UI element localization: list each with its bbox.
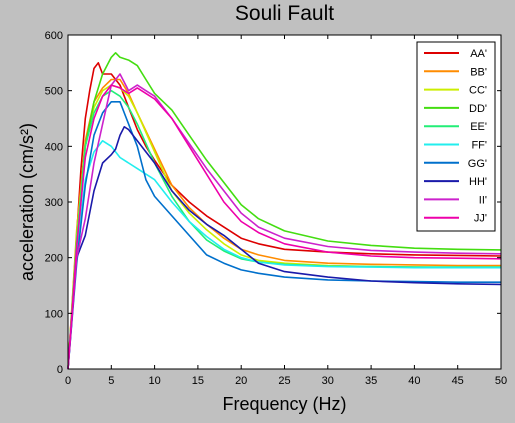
series-line-4 [67,51,502,370]
legend-label: BB' [470,66,487,78]
x-tick-label: 5 [108,375,114,387]
series-line-1 [67,61,502,370]
x-tick-label: 50 [495,375,507,387]
x-tick-label: 45 [452,375,464,387]
x-tick-label: 25 [278,375,290,387]
legend-label: II' [479,194,487,206]
legend-label: DD' [469,103,487,115]
y-tick-label: 200 [45,253,63,265]
series-line-6 [67,140,501,370]
x-axis-label: Frequency (Hz) [222,394,346,414]
legend: AA' BB' CC' DD' EE' FF' GG' HH' II' JJ' [416,41,496,232]
series-line-7 [67,101,501,370]
legend-label: FF' [471,140,487,152]
x-tick-label: 40 [408,375,420,387]
x-tick-label: 15 [192,375,204,387]
legend-label: CC' [469,85,487,97]
y-tick-label: 600 [45,30,63,42]
series-line-8 [67,126,502,370]
series-line-10 [67,84,502,370]
y-axis-label: acceleration (cm/s²) [17,123,37,281]
series-layer [67,51,502,370]
legend-label: AA' [470,48,487,60]
y-tick-label: 400 [45,141,63,153]
legend-label: EE' [470,121,487,133]
y-tick-label: 100 [45,308,63,320]
y-tick-label: 0 [57,364,63,376]
x-tick-label: 30 [322,375,334,387]
x-tick-label: 20 [235,375,247,387]
y-tick-label: 500 [45,86,63,98]
series-line-2 [67,78,501,370]
x-tick-label: 0 [65,375,71,387]
chart-title: Souli Fault [235,2,334,25]
legend-label: HH' [469,176,487,188]
x-tick-label: 35 [365,375,377,387]
x-tick-label: 10 [148,375,160,387]
y-tick-label: 300 [45,197,63,209]
legend-label: GG' [468,158,487,170]
legend-label: JJ' [474,213,487,225]
